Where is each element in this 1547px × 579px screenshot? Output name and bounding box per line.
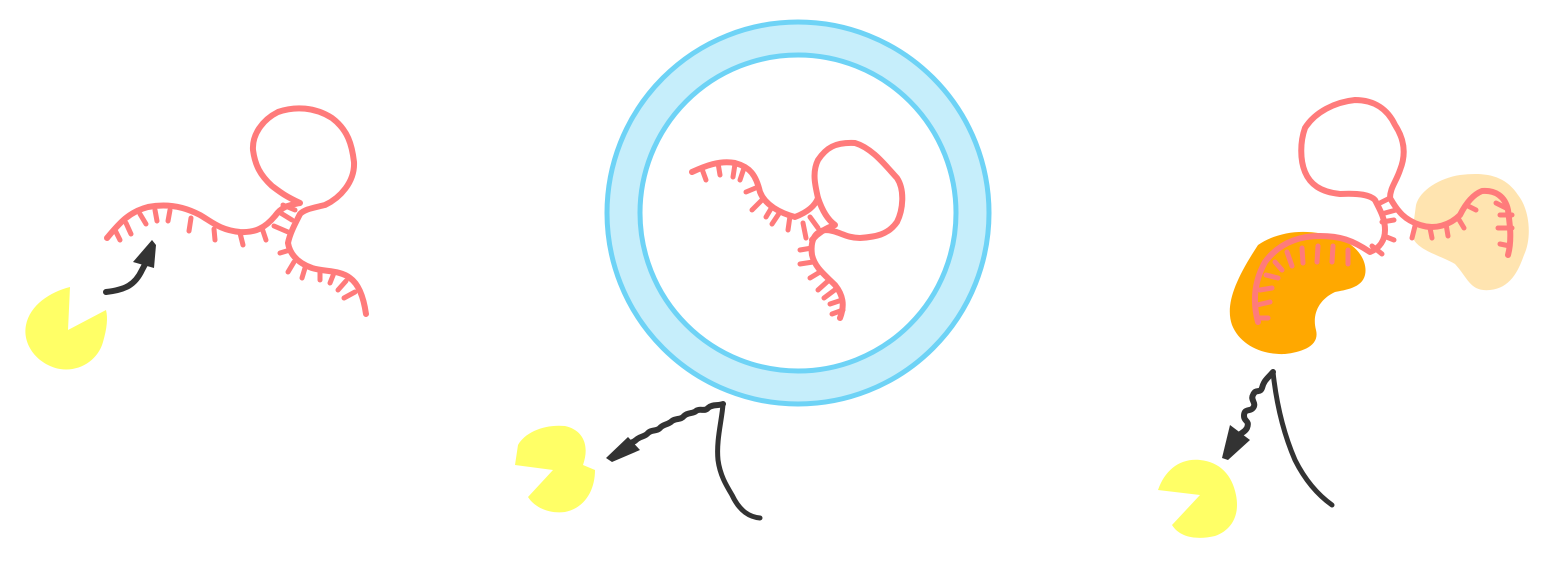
- panel-free-rna: [25, 105, 369, 370]
- attack-arrow: [103, 252, 153, 295]
- degrading-enzyme-icon: [515, 425, 595, 513]
- attack-arrowhead: [133, 240, 156, 268]
- degrading-enzyme-icon: [25, 287, 107, 370]
- rna-bases: [112, 202, 358, 301]
- blocked-arrowhead: [1222, 425, 1250, 460]
- rna-backbone-encapsulated: [689, 139, 906, 321]
- rna-backbone: [104, 105, 369, 317]
- strand: [1270, 369, 1335, 508]
- binding-protein-dark: [1229, 231, 1366, 355]
- blocked-arrow: [1235, 369, 1276, 443]
- strand: [715, 401, 763, 521]
- blocked-arrow: [621, 401, 726, 450]
- degrading-enzyme-icon: [1158, 459, 1238, 538]
- rna-bases-encapsulated: [699, 160, 846, 317]
- panel-protein-bound-rna: [1158, 97, 1529, 538]
- rna-backbone-bound: [1251, 97, 1514, 325]
- blocked-arrowhead: [606, 437, 640, 462]
- rna-branch-encapsulated: [809, 195, 838, 243]
- rna-bases-bound: [1254, 195, 1515, 321]
- panel-encapsulated-rna: [515, 19, 992, 521]
